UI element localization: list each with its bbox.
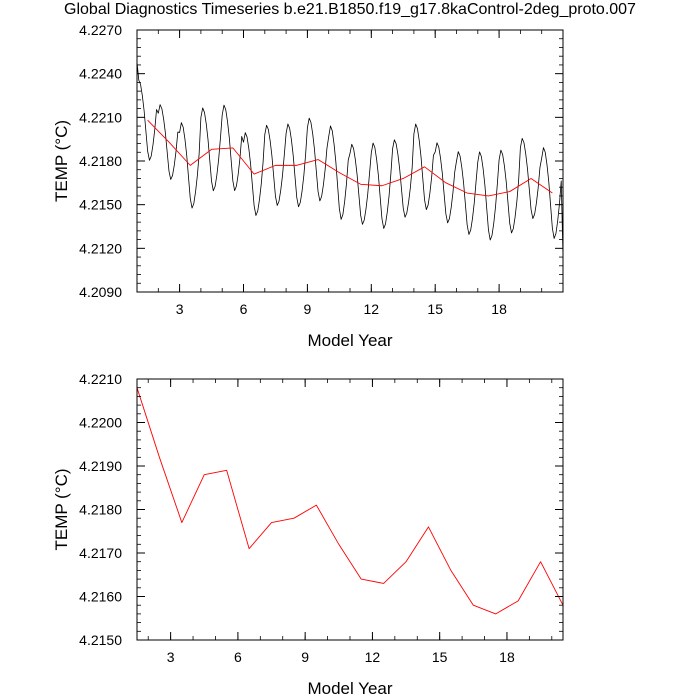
y-tick-label: 4.2180 bbox=[79, 153, 122, 169]
y-tick-label: 4.2240 bbox=[79, 66, 122, 82]
bottom-annual-mean-panel: 3 6 9 12 15 18 4.2150 4.2160 4.2170 4.2180 4.2190 4… bbox=[52, 371, 564, 698]
y-tick-label: 4.2120 bbox=[79, 240, 122, 256]
x-tick-label: 12 bbox=[365, 649, 381, 665]
x-tick-label: 18 bbox=[491, 301, 507, 317]
x-tick-label: 3 bbox=[167, 649, 175, 665]
series-line-monthly bbox=[136, 61, 564, 258]
x-tick-label: 6 bbox=[234, 649, 242, 665]
x-axis-label: Model Year bbox=[307, 679, 392, 698]
y-axis-label: TEMP (°C) bbox=[52, 120, 71, 202]
x-tick-label: 15 bbox=[432, 649, 448, 665]
x-tick-label: 18 bbox=[499, 649, 515, 665]
top-timeseries-panel: 3 6 9 12 15 18 4.2090 4.2120 4.2150 4.2180 4.2210 4… bbox=[52, 22, 564, 350]
x-axis-label: Model Year bbox=[307, 331, 392, 350]
y-tick-label: 4.2160 bbox=[79, 589, 122, 605]
y-tick-label: 4.2190 bbox=[79, 458, 122, 474]
series-line-annual bbox=[136, 387, 564, 615]
y-tick-label: 4.2270 bbox=[79, 22, 122, 38]
y-tick-label: 4.2150 bbox=[79, 632, 122, 648]
x-tick-label: 15 bbox=[427, 301, 443, 317]
y-tick-label: 4.2210 bbox=[79, 109, 122, 125]
x-tick-label: 6 bbox=[240, 301, 248, 317]
x-tick-label: 9 bbox=[301, 649, 309, 665]
y-tick-label: 4.2180 bbox=[79, 502, 122, 518]
x-tick-label: 9 bbox=[304, 301, 312, 317]
y-tick-label: 4.2150 bbox=[79, 197, 122, 213]
series-line-annual bbox=[147, 119, 553, 197]
y-tick-label: 4.2210 bbox=[79, 371, 122, 387]
y-tick-label: 4.2090 bbox=[79, 284, 122, 300]
plot-frame bbox=[136, 378, 564, 641]
x-tick-label: 12 bbox=[364, 301, 380, 317]
y-tick-label: 4.2200 bbox=[79, 415, 122, 431]
x-tick-label: 3 bbox=[176, 301, 184, 317]
y-tick-label: 4.2170 bbox=[79, 545, 122, 561]
figure-title: Global Diagnostics Timeseries b.e21.B185… bbox=[64, 1, 636, 18]
y-axis-label: TEMP (°C) bbox=[52, 468, 71, 550]
